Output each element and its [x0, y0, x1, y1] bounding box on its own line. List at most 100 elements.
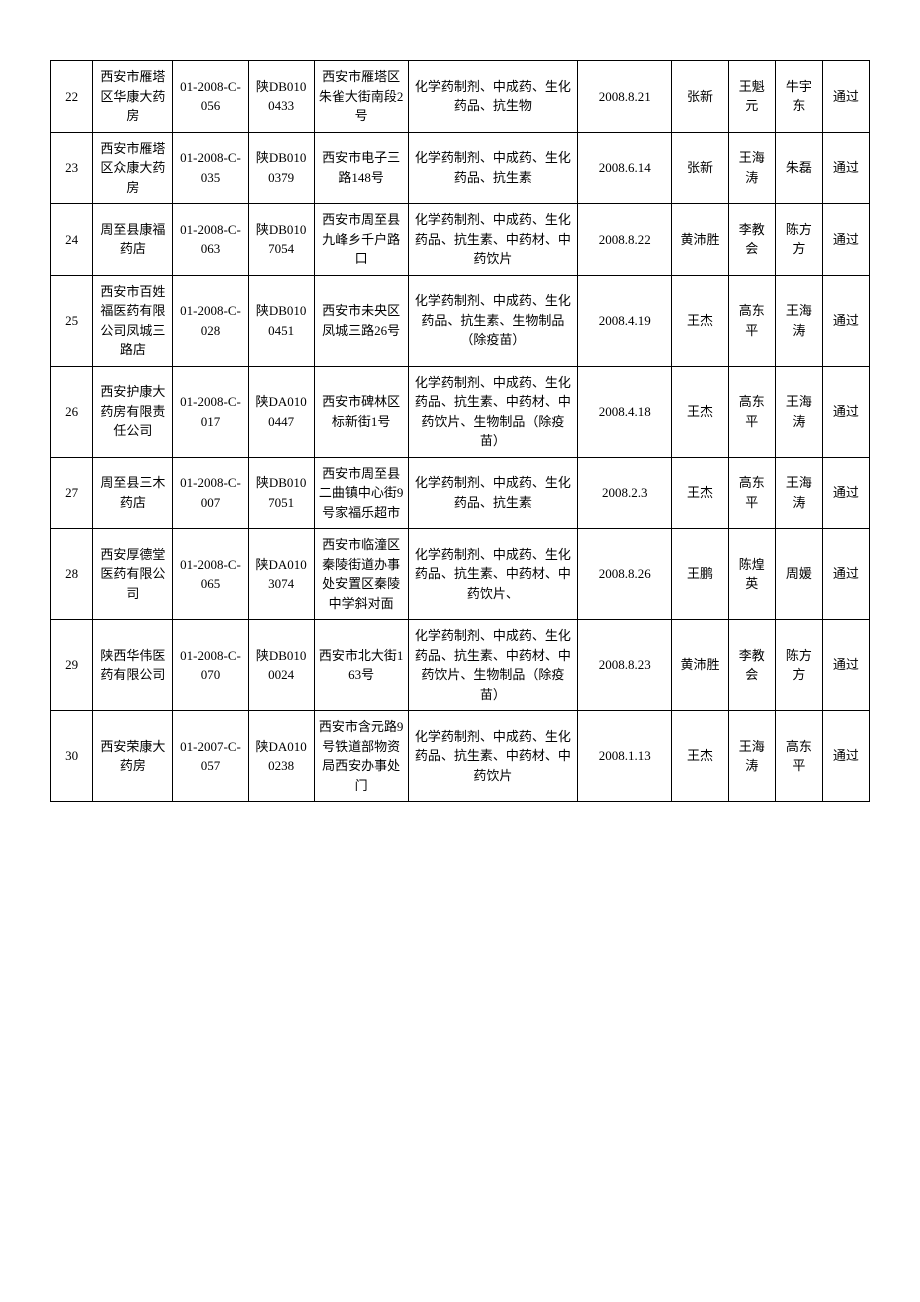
company-name: 西安护康大药房有限责任公司 — [93, 366, 173, 457]
license-code: 陕DB0100451 — [248, 275, 314, 366]
application-code: 01-2007-C-057 — [173, 711, 248, 802]
inspection-date: 2008.4.19 — [578, 275, 672, 366]
result: 通过 — [822, 620, 869, 711]
inspector-2: 高东平 — [728, 366, 775, 457]
business-scope: 化学药制剂、中成药、生化药品、抗生素、生物制品（除疫苗） — [408, 275, 577, 366]
business-scope: 化学药制剂、中成药、生化药品、抗生素、中药材、中药饮片 — [408, 204, 577, 276]
row-index: 24 — [51, 204, 93, 276]
inspector-3: 王海涛 — [775, 275, 822, 366]
result: 通过 — [822, 275, 869, 366]
address: 西安市周至县二曲镇中心街9号家福乐超市 — [314, 457, 408, 529]
business-scope: 化学药制剂、中成药、生化药品、抗生素、中药材、中药饮片、生物制品（除疫苗） — [408, 366, 577, 457]
company-name: 陕西华伟医药有限公司 — [93, 620, 173, 711]
application-code: 01-2008-C-063 — [173, 204, 248, 276]
application-code: 01-2008-C-056 — [173, 61, 248, 133]
address: 西安市雁塔区朱雀大街南段2号 — [314, 61, 408, 133]
inspector-2: 王海涛 — [728, 711, 775, 802]
company-name: 西安市雁塔区众康大药房 — [93, 132, 173, 204]
result: 通过 — [822, 204, 869, 276]
row-index: 22 — [51, 61, 93, 133]
business-scope: 化学药制剂、中成药、生化药品、抗生素、中药材、中药饮片、生物制品（除疫苗） — [408, 620, 577, 711]
table-row: 28西安厚德堂医药有限公司01-2008-C-065陕DA0103074西安市临… — [51, 529, 870, 620]
row-index: 25 — [51, 275, 93, 366]
application-code: 01-2008-C-017 — [173, 366, 248, 457]
row-index: 30 — [51, 711, 93, 802]
table-row: 26西安护康大药房有限责任公司01-2008-C-017陕DA0100447西安… — [51, 366, 870, 457]
result: 通过 — [822, 132, 869, 204]
row-index: 27 — [51, 457, 93, 529]
inspection-date: 2008.8.22 — [578, 204, 672, 276]
inspector-2: 陈煌英 — [728, 529, 775, 620]
pharmacy-inspection-table: 22西安市雁塔区华康大药房01-2008-C-056陕DB0100433西安市雁… — [50, 60, 870, 802]
company-name: 西安荣康大药房 — [93, 711, 173, 802]
table-row: 27周至县三木药店01-2008-C-007陕DB0107051西安市周至县二曲… — [51, 457, 870, 529]
application-code: 01-2008-C-035 — [173, 132, 248, 204]
company-name: 周至县三木药店 — [93, 457, 173, 529]
address: 西安市北大街163号 — [314, 620, 408, 711]
inspector-3: 周媛 — [775, 529, 822, 620]
license-code: 陕DB0107051 — [248, 457, 314, 529]
inspection-date: 2008.8.26 — [578, 529, 672, 620]
inspector-3: 朱磊 — [775, 132, 822, 204]
license-code: 陕DB0100024 — [248, 620, 314, 711]
business-scope: 化学药制剂、中成药、生化药品、抗生素 — [408, 457, 577, 529]
company-name: 西安市百姓福医药有限公司凤城三路店 — [93, 275, 173, 366]
license-code: 陕DA0100238 — [248, 711, 314, 802]
table-row: 25西安市百姓福医药有限公司凤城三路店01-2008-C-028陕DB01004… — [51, 275, 870, 366]
application-code: 01-2008-C-070 — [173, 620, 248, 711]
business-scope: 化学药制剂、中成药、生化药品、抗生物 — [408, 61, 577, 133]
result: 通过 — [822, 61, 869, 133]
inspector-3: 王海涛 — [775, 366, 822, 457]
inspector-2: 李教会 — [728, 620, 775, 711]
address: 西安市未央区凤城三路26号 — [314, 275, 408, 366]
application-code: 01-2008-C-028 — [173, 275, 248, 366]
application-code: 01-2008-C-007 — [173, 457, 248, 529]
inspector-3: 陈方方 — [775, 620, 822, 711]
table-row: 22西安市雁塔区华康大药房01-2008-C-056陕DB0100433西安市雁… — [51, 61, 870, 133]
result: 通过 — [822, 457, 869, 529]
inspector-1: 张新 — [672, 61, 728, 133]
inspection-date: 2008.4.18 — [578, 366, 672, 457]
address: 西安市碑林区标新街1号 — [314, 366, 408, 457]
address: 西安市含元路9号铁道部物资局西安办事处门 — [314, 711, 408, 802]
inspector-1: 王杰 — [672, 366, 728, 457]
license-code: 陕DB0107054 — [248, 204, 314, 276]
inspector-1: 王杰 — [672, 275, 728, 366]
inspection-date: 2008.2.3 — [578, 457, 672, 529]
address: 西安市临潼区秦陵街道办事处安置区秦陵中学斜对面 — [314, 529, 408, 620]
license-code: 陕DA0103074 — [248, 529, 314, 620]
inspector-1: 张新 — [672, 132, 728, 204]
inspector-3: 陈方方 — [775, 204, 822, 276]
inspector-1: 黄沛胜 — [672, 204, 728, 276]
table-row: 24周至县康福药店01-2008-C-063陕DB0107054西安市周至县九峰… — [51, 204, 870, 276]
inspector-1: 王杰 — [672, 711, 728, 802]
row-index: 29 — [51, 620, 93, 711]
application-code: 01-2008-C-065 — [173, 529, 248, 620]
table-row: 30西安荣康大药房01-2007-C-057陕DA0100238西安市含元路9号… — [51, 711, 870, 802]
inspection-date: 2008.8.21 — [578, 61, 672, 133]
table-row: 23西安市雁塔区众康大药房01-2008-C-035陕DB0100379西安市电… — [51, 132, 870, 204]
table-row: 29陕西华伟医药有限公司01-2008-C-070陕DB0100024西安市北大… — [51, 620, 870, 711]
inspector-3: 高东平 — [775, 711, 822, 802]
address: 西安市电子三路148号 — [314, 132, 408, 204]
company-name: 西安厚德堂医药有限公司 — [93, 529, 173, 620]
company-name: 西安市雁塔区华康大药房 — [93, 61, 173, 133]
result: 通过 — [822, 366, 869, 457]
inspector-3: 王海涛 — [775, 457, 822, 529]
inspection-date: 2008.6.14 — [578, 132, 672, 204]
license-code: 陕DB0100379 — [248, 132, 314, 204]
business-scope: 化学药制剂、中成药、生化药品、抗生素、中药材、中药饮片 — [408, 711, 577, 802]
license-code: 陕DB0100433 — [248, 61, 314, 133]
business-scope: 化学药制剂、中成药、生化药品、抗生素 — [408, 132, 577, 204]
inspector-2: 王海涛 — [728, 132, 775, 204]
inspection-date: 2008.1.13 — [578, 711, 672, 802]
inspection-date: 2008.8.23 — [578, 620, 672, 711]
inspector-1: 黄沛胜 — [672, 620, 728, 711]
inspector-2: 高东平 — [728, 457, 775, 529]
company-name: 周至县康福药店 — [93, 204, 173, 276]
inspector-1: 王鹏 — [672, 529, 728, 620]
inspector-2: 李教会 — [728, 204, 775, 276]
inspector-3: 牛宇东 — [775, 61, 822, 133]
row-index: 26 — [51, 366, 93, 457]
result: 通过 — [822, 711, 869, 802]
